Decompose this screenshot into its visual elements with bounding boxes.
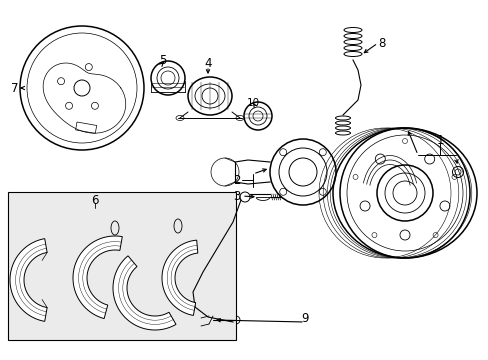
Text: 10: 10	[246, 98, 259, 108]
Polygon shape	[113, 256, 176, 330]
Text: 7: 7	[11, 81, 19, 95]
Text: 5: 5	[159, 54, 166, 67]
Text: 1: 1	[435, 134, 443, 147]
Polygon shape	[162, 240, 198, 315]
Text: 6: 6	[91, 194, 99, 207]
Polygon shape	[73, 236, 122, 319]
Text: 8: 8	[378, 36, 385, 50]
Text: 3: 3	[233, 189, 241, 202]
Bar	[8, 192, 236, 340]
Bar	[76, 122, 97, 133]
Text: 2: 2	[233, 174, 241, 186]
Text: 4: 4	[204, 57, 211, 69]
Polygon shape	[10, 239, 47, 321]
Text: 9: 9	[301, 311, 308, 324]
